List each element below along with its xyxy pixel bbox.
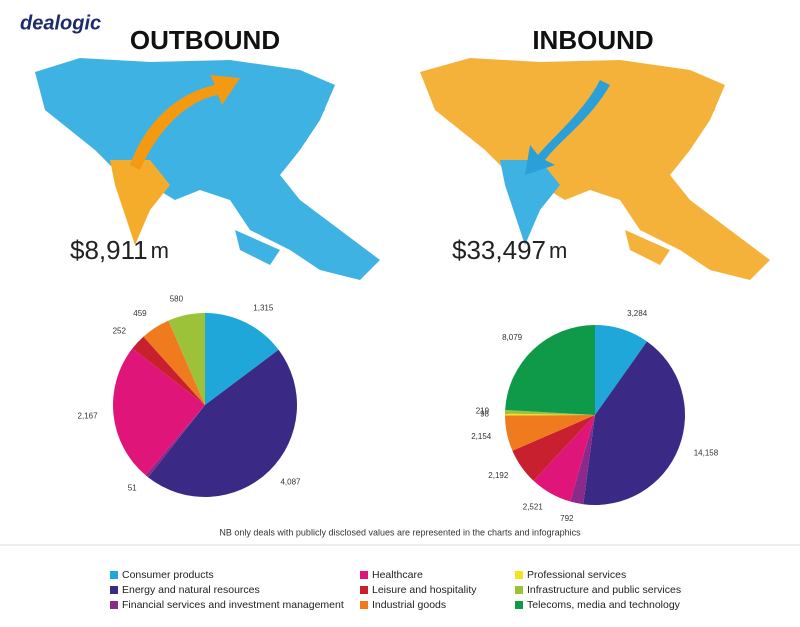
outbound-title: OUTBOUND <box>130 25 280 55</box>
legend-swatch <box>360 571 368 579</box>
legend-swatch <box>360 586 368 594</box>
pie-slice <box>148 349 298 498</box>
pie-slice <box>145 405 205 478</box>
legend-label: Consumer products <box>122 569 214 581</box>
value-label: 219 <box>476 406 490 415</box>
legend-label: Telecoms, media and technology <box>527 599 681 611</box>
outbound-map <box>35 58 380 280</box>
legend-swatch <box>360 601 368 609</box>
total-unit: m <box>151 238 169 263</box>
total-value: $33,497 <box>452 235 546 265</box>
value-label: 4,087 <box>280 477 301 486</box>
legend-swatch <box>515 601 523 609</box>
pie-slice <box>505 325 595 415</box>
total: $8,911 m <box>70 235 169 265</box>
total-unit: m <box>549 238 567 263</box>
pie-slice <box>583 341 685 505</box>
legend-label: Professional services <box>527 569 626 581</box>
pie-slice <box>505 415 595 451</box>
value-label: 580 <box>170 294 184 303</box>
pie-slice <box>595 325 647 415</box>
legend-swatch <box>110 571 118 579</box>
pie-slice <box>505 413 595 416</box>
legend-swatch <box>110 586 118 594</box>
legend-label: Industrial goods <box>372 599 446 611</box>
value-label: 252 <box>113 327 127 336</box>
value-label: 2,521 <box>523 502 544 511</box>
note: NB only deals with publicly disclosed va… <box>219 527 581 537</box>
value-label: 3,284 <box>627 309 648 318</box>
legend-swatch <box>515 571 523 579</box>
value-label: 2,167 <box>78 411 99 420</box>
legend-label: Leisure and hospitality <box>372 584 477 596</box>
value-label: 14,158 <box>694 449 719 458</box>
value-label: 459 <box>133 309 147 318</box>
value-label: 98 <box>480 410 489 419</box>
pie-slice <box>168 313 205 405</box>
value-label: 2,192 <box>488 471 509 480</box>
legend-label: Energy and natural resources <box>122 584 260 596</box>
pie-slice <box>533 415 595 502</box>
pie-slice <box>113 348 205 476</box>
logo: dealogic <box>20 12 101 34</box>
pie-slice <box>512 415 595 481</box>
total-value: $8,911 <box>70 235 148 265</box>
legend-swatch <box>110 601 118 609</box>
inbound-title: INBOUND <box>532 25 653 55</box>
value-label: 8,079 <box>502 333 523 342</box>
value-label: 2,154 <box>471 432 492 441</box>
legend-label: Financial services and investment manage… <box>122 599 344 611</box>
value-label: 51 <box>128 484 137 493</box>
value-label: 792 <box>560 514 574 523</box>
legend-swatch <box>515 586 523 594</box>
pie-slice <box>505 410 595 415</box>
pie-slice <box>143 320 205 405</box>
pie-slice <box>132 336 205 405</box>
inbound-map <box>420 58 770 280</box>
legend-label: Healthcare <box>372 569 423 581</box>
pie-slice <box>205 313 279 405</box>
value-label: 1,315 <box>253 304 274 313</box>
legend-label: Infrastructure and public services <box>527 584 681 596</box>
pie-slice <box>570 415 595 505</box>
total: $33,497 m <box>452 235 567 265</box>
